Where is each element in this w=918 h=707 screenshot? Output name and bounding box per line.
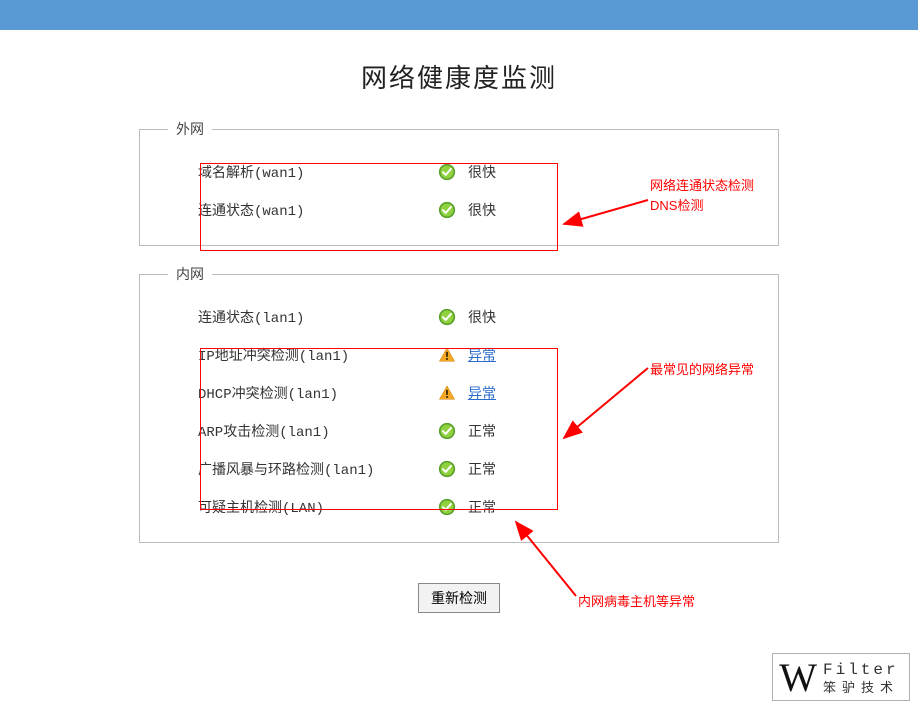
status-ok-icon (438, 201, 468, 219)
row-status: 正常 (468, 459, 548, 479)
row-label: DHCP冲突检测(lan1) (198, 383, 438, 403)
status-warn-icon (438, 384, 468, 402)
row-status: 正常 (468, 421, 548, 441)
logo-text-zh: 笨驴技术 (823, 680, 899, 696)
row-status-link[interactable]: 异常 (468, 383, 548, 403)
row-lan-conn: 连通状态(lan1) 很快 (158, 298, 760, 336)
status-ok-icon (438, 460, 468, 478)
annotation-text-lan: 最常见的网络异常 (650, 360, 754, 380)
row-label: ARP攻击检测(lan1) (198, 421, 438, 441)
group-lan: 内网 连通状态(lan1) 很快 IP地址冲突检测(lan1) 异常 DHCP冲… (139, 264, 779, 543)
row-label: 连通状态(wan1) (198, 200, 438, 220)
row-status: 很快 (468, 307, 548, 327)
row-lan-broadcast-loop: 广播风暴与环路检测(lan1) 正常 (158, 450, 760, 488)
status-ok-icon (438, 163, 468, 181)
status-warn-icon (438, 346, 468, 364)
row-label: 连通状态(lan1) (198, 307, 438, 327)
logo-w-glyph: W (779, 658, 817, 698)
annotation-text-wan: 网络连通状态检测 DNS检测 (650, 176, 754, 215)
status-ok-icon (438, 498, 468, 516)
row-status: 很快 (468, 200, 548, 220)
top-bar (0, 0, 918, 30)
row-label: 域名解析(wan1) (198, 162, 438, 182)
page-title: 网络健康度监测 (0, 58, 918, 95)
row-label: IP地址冲突检测(lan1) (198, 345, 438, 365)
row-lan-dhcp-conflict: DHCP冲突检测(lan1) 异常 (158, 374, 760, 412)
logo-text-en: Filter (823, 661, 899, 680)
group-lan-legend: 内网 (168, 264, 212, 284)
group-wan-legend: 外网 (168, 119, 212, 139)
row-label: 广播风暴与环路检测(lan1) (198, 459, 438, 479)
brand-logo: W Filter 笨驴技术 (772, 653, 910, 701)
row-status: 正常 (468, 497, 548, 517)
row-label: 可疑主机检测(LAN) (198, 497, 438, 517)
status-ok-icon (438, 422, 468, 440)
status-ok-icon (438, 308, 468, 326)
row-status: 很快 (468, 162, 548, 182)
row-lan-arp: ARP攻击检测(lan1) 正常 (158, 412, 760, 450)
annotation-text-virus: 内网病毒主机等异常 (578, 592, 695, 612)
retest-button[interactable]: 重新检测 (418, 583, 500, 613)
row-lan-suspicious-host: 可疑主机检测(LAN) 正常 (158, 488, 760, 526)
row-status-link[interactable]: 异常 (468, 345, 548, 365)
